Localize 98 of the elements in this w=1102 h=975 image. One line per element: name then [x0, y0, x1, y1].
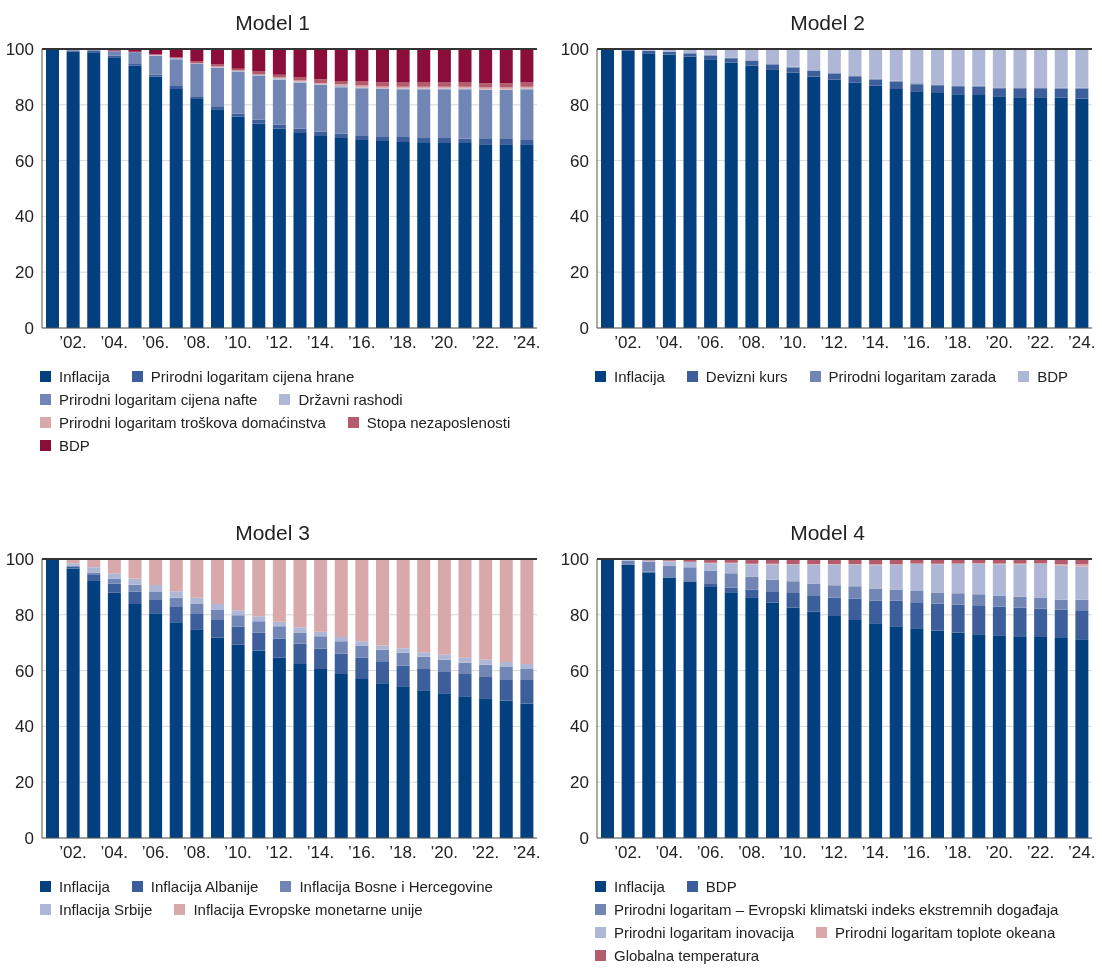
legend-label: Državni rashodi [298, 391, 403, 408]
y-tick-label: 100 [5, 550, 34, 570]
x-tick-label: ’02. [59, 333, 87, 353]
legend-label: Prirodni logaritam troškova domaćinstva [59, 414, 326, 431]
chart-title: Model 4 [789, 520, 866, 546]
y-tick-label: 0 [579, 319, 589, 339]
x-tick-label: ’24. [1067, 333, 1096, 353]
x-tick-label: ’22. [1026, 333, 1055, 353]
x-tick-label: ’22. [471, 333, 500, 353]
x-tick-label: ’18. [944, 843, 972, 863]
legend-label: BDP [59, 437, 90, 454]
x-tick-label: ’16. [902, 843, 931, 863]
legend-label: Devizni kurs [705, 368, 788, 385]
x-tick-label: ’08. [737, 843, 766, 863]
y-tick-label: 40 [15, 717, 34, 737]
y-tick-label: 0 [24, 319, 34, 339]
y-tick-label: 80 [570, 95, 589, 115]
y-tick-label: 60 [570, 661, 589, 681]
legend-label: Prirodni logaritam toplote okeana [835, 924, 1056, 941]
x-tick-label: ’18. [389, 333, 417, 353]
y-tick-label: 40 [15, 207, 34, 227]
legend-label: BDP [1037, 368, 1068, 385]
x-tick-label: ’14. [306, 843, 335, 863]
x-tick-label: ’12. [265, 843, 293, 863]
x-tick-label: ’22. [1026, 843, 1055, 863]
chart-title: Model 2 [789, 10, 866, 36]
x-tick-label: ’14. [861, 333, 890, 353]
legend-label: Prirodni logaritam cijena hrane [150, 368, 355, 385]
x-tick-label: ’08. [182, 333, 211, 353]
x-tick-label: ’04. [100, 843, 128, 863]
x-tick-label: ’18. [389, 843, 417, 863]
y-tick-label: 40 [570, 207, 589, 227]
chart-title: Model 1 [234, 10, 311, 36]
legend-label: Inflacija Albanije [150, 878, 259, 895]
x-tick-label: ’06. [141, 843, 170, 863]
x-tick-label: ’04. [655, 333, 683, 353]
y-tick-label: 0 [579, 829, 589, 849]
legend-label: Prirodni logaritam inovacija [614, 924, 795, 941]
x-tick-label: ’12. [820, 843, 848, 863]
legend-label: Inflacija [59, 878, 110, 895]
y-tick-label: 20 [570, 263, 589, 283]
x-tick-label: ’12. [265, 333, 293, 353]
y-tick-label: 60 [570, 151, 589, 171]
y-tick-label: 20 [570, 773, 589, 793]
y-tick-label: 20 [15, 263, 34, 283]
y-tick-label: 100 [5, 40, 34, 60]
x-tick-label: ’08. [737, 333, 766, 353]
x-tick-label: ’02. [614, 843, 642, 863]
x-tick-label: ’14. [861, 843, 890, 863]
x-tick-label: ’20. [985, 843, 1013, 863]
legend-label: BDP [705, 878, 737, 895]
legend-label: Prirodni logaritam cijena nafte [59, 391, 258, 408]
x-tick-label: ’06. [141, 333, 170, 353]
x-tick-label: ’16. [902, 333, 931, 353]
x-tick-label: ’22. [471, 843, 500, 863]
x-tick-label: ’08. [182, 843, 211, 863]
x-tick-label: ’06. [696, 843, 725, 863]
x-tick-label: ’04. [655, 843, 683, 863]
legend-label: Prirodni logaritam zarada [828, 368, 997, 385]
x-tick-label: ’14. [306, 333, 335, 353]
legend-label: Inflacija [614, 368, 665, 385]
x-tick-label: ’16. [347, 333, 376, 353]
legend-label: Inflacija Srbije [59, 901, 153, 918]
y-tick-label: 60 [15, 151, 34, 171]
x-tick-label: ’20. [985, 333, 1013, 353]
x-tick-label: ’02. [59, 843, 87, 863]
y-tick-label: 100 [560, 550, 589, 570]
x-tick-label: ’10. [779, 843, 807, 863]
x-tick-label: ’10. [224, 333, 252, 353]
y-tick-label: 60 [15, 661, 34, 681]
legend-label: Inflacija [614, 878, 665, 895]
x-tick-label: ’04. [100, 333, 128, 353]
x-tick-label: ’02. [614, 333, 642, 353]
x-tick-label: ’16. [347, 843, 376, 863]
chart-title: Model 3 [234, 520, 311, 546]
y-tick-label: 100 [560, 40, 589, 60]
x-tick-label: ’06. [696, 333, 725, 353]
x-tick-label: ’20. [430, 333, 458, 353]
y-tick-label: 80 [15, 605, 34, 625]
legend-label: Inflacija [59, 368, 110, 385]
legend-label: Stopa nezaposlenosti [366, 414, 511, 431]
y-tick-label: 0 [24, 829, 34, 849]
x-tick-label: ’10. [779, 333, 807, 353]
x-tick-label: ’18. [944, 333, 972, 353]
legend-label: Globalna temperatura [614, 947, 760, 964]
legend-label: Inflacija Evropske monetarne unije [193, 901, 423, 918]
y-tick-label: 20 [15, 773, 34, 793]
x-tick-label: ’24. [512, 333, 541, 353]
x-tick-label: ’12. [820, 333, 848, 353]
x-tick-label: ’24. [512, 843, 541, 863]
x-tick-label: ’20. [430, 843, 458, 863]
legend-label: Prirodni logaritam – Evropski klimatski indeks ekstremnih događaja [614, 901, 1059, 918]
y-tick-label: 80 [570, 605, 589, 625]
y-tick-label: 40 [570, 717, 589, 737]
x-tick-label: ’10. [224, 843, 252, 863]
y-tick-label: 80 [15, 95, 34, 115]
x-tick-label: ’24. [1067, 843, 1096, 863]
legend-label: Inflacija Bosne i Hercegovine [299, 878, 493, 895]
